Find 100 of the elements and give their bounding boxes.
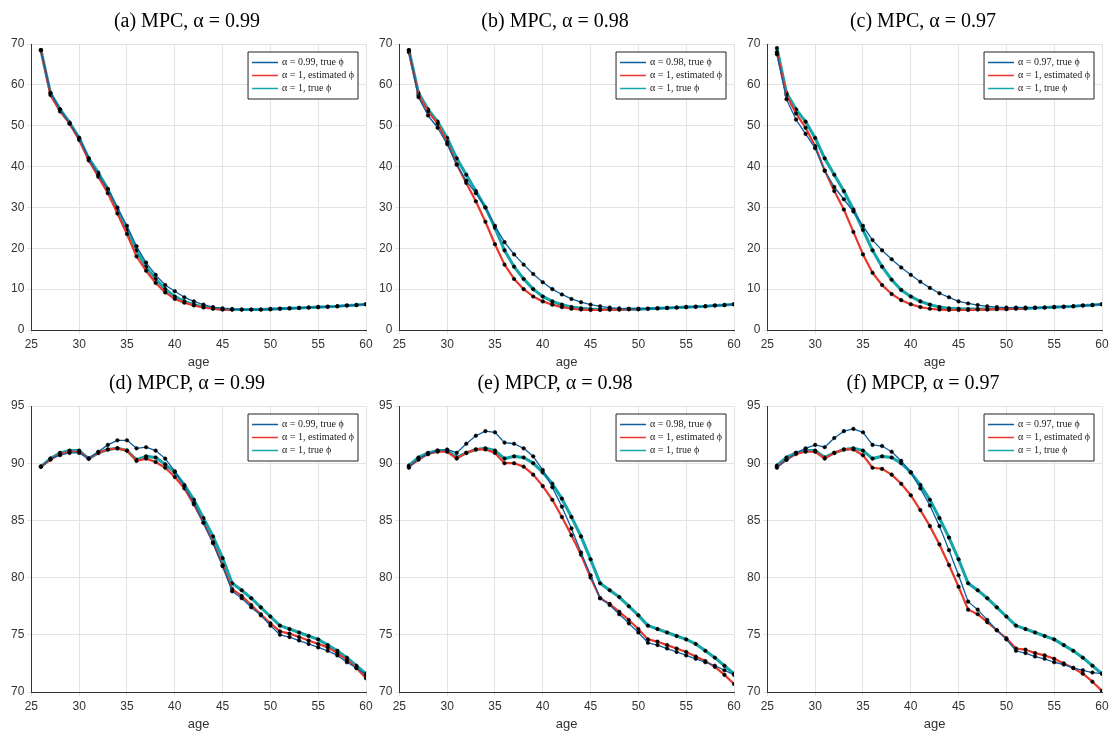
y-tick-label: 60 bbox=[10, 77, 25, 92]
x-tick-label: 25 bbox=[392, 698, 407, 713]
legend-label: α = 1, true ϕ bbox=[282, 444, 332, 456]
legend-label: α = 1, true ϕ bbox=[282, 82, 332, 94]
y-tick-label: 75 bbox=[746, 627, 761, 642]
y-tick-label: 30 bbox=[10, 199, 25, 214]
y-tick-label: 60 bbox=[378, 77, 393, 92]
y-tick-label: 80 bbox=[10, 569, 25, 584]
y-tick-label: 20 bbox=[10, 240, 25, 255]
x-axis-title: age bbox=[555, 353, 578, 369]
y-tick-label: 50 bbox=[378, 118, 393, 133]
legend-label: α = 1, estimated ϕ bbox=[1018, 69, 1091, 81]
x-tick-label: 40 bbox=[536, 336, 550, 351]
legend-label: α = 0.97, true ϕ bbox=[1018, 418, 1080, 430]
y-tick-label: 95 bbox=[378, 398, 393, 413]
x-tick-label: 40 bbox=[168, 336, 182, 351]
legend-label: α = 1, estimated ϕ bbox=[1018, 431, 1091, 443]
y-tick-label: 30 bbox=[746, 199, 761, 214]
y-tick-label: 70 bbox=[378, 36, 393, 51]
x-tick-label: 60 bbox=[727, 336, 741, 351]
legend-label: α = 0.99, true ϕ bbox=[282, 56, 344, 68]
y-tick-label: 75 bbox=[10, 627, 25, 642]
x-tick-label: 35 bbox=[120, 698, 134, 713]
x-axis-title: age bbox=[187, 353, 210, 369]
x-tick-label: 35 bbox=[120, 336, 134, 351]
y-tick-label: 50 bbox=[746, 118, 761, 133]
x-tick-label: 30 bbox=[72, 698, 87, 713]
legend-label: α = 0.97, true ϕ bbox=[1018, 56, 1080, 68]
x-tick-label: 50 bbox=[999, 698, 1014, 713]
x-axis-title: age bbox=[555, 715, 578, 731]
chart-title: (b) MPC, α = 0.98 bbox=[481, 9, 629, 33]
x-tick-label: 25 bbox=[24, 698, 39, 713]
chart-title: (d) MPCP, α = 0.99 bbox=[108, 371, 266, 395]
x-axis-title: age bbox=[923, 715, 946, 731]
y-tick-label: 40 bbox=[378, 158, 393, 173]
legend-label: α = 0.98, true ϕ bbox=[650, 56, 712, 68]
x-tick-label: 25 bbox=[392, 336, 407, 351]
x-tick-label: 40 bbox=[904, 698, 918, 713]
x-axis-title: age bbox=[187, 715, 210, 731]
legend-label: α = 1, estimated ϕ bbox=[282, 431, 355, 443]
x-tick-label: 50 bbox=[263, 336, 278, 351]
x-tick-label: 45 bbox=[583, 336, 598, 351]
x-tick-label: 50 bbox=[999, 336, 1014, 351]
y-tick-label: 10 bbox=[10, 281, 25, 296]
legend-label: α = 1, true ϕ bbox=[1018, 444, 1068, 456]
y-tick-label: 80 bbox=[378, 569, 393, 584]
x-tick-label: 30 bbox=[808, 336, 823, 351]
x-tick-label: 35 bbox=[488, 336, 502, 351]
y-tick-label: 75 bbox=[378, 627, 393, 642]
legend-label: α = 1, true ϕ bbox=[1018, 82, 1068, 94]
x-tick-label: 30 bbox=[440, 698, 455, 713]
x-tick-label: 60 bbox=[1095, 336, 1109, 351]
x-tick-label: 55 bbox=[311, 336, 326, 351]
y-tick-label: 95 bbox=[746, 398, 761, 413]
x-tick-label: 55 bbox=[311, 698, 326, 713]
y-tick-label: 70 bbox=[746, 36, 761, 51]
x-tick-label: 60 bbox=[359, 336, 373, 351]
y-tick-label: 70 bbox=[378, 684, 393, 699]
y-tick-label: 10 bbox=[746, 281, 761, 296]
x-tick-label: 60 bbox=[359, 698, 373, 713]
y-tick-label: 60 bbox=[746, 77, 761, 92]
y-tick-label: 70 bbox=[10, 684, 25, 699]
x-axis-title: age bbox=[923, 353, 946, 369]
x-tick-label: 50 bbox=[263, 698, 278, 713]
x-tick-label: 50 bbox=[631, 336, 646, 351]
chart-title: (c) MPC, α = 0.97 bbox=[849, 9, 997, 33]
x-tick-label: 40 bbox=[904, 336, 918, 351]
x-tick-label: 55 bbox=[679, 698, 694, 713]
y-tick-label: 30 bbox=[378, 199, 393, 214]
y-tick-label: 40 bbox=[746, 158, 761, 173]
x-tick-label: 35 bbox=[856, 336, 870, 351]
x-tick-label: 40 bbox=[536, 698, 550, 713]
x-tick-label: 45 bbox=[583, 698, 598, 713]
legend-label: α = 0.99, true ϕ bbox=[282, 418, 344, 430]
y-tick-label: 0 bbox=[17, 322, 25, 337]
y-tick-label: 90 bbox=[10, 455, 25, 470]
x-tick-label: 60 bbox=[727, 698, 741, 713]
legend-label: α = 1, estimated ϕ bbox=[650, 69, 723, 81]
x-tick-label: 60 bbox=[1095, 698, 1109, 713]
chart-title: (f) MPCP, α = 0.97 bbox=[846, 371, 1000, 395]
x-tick-label: 45 bbox=[215, 336, 230, 351]
y-tick-label: 10 bbox=[378, 281, 393, 296]
y-tick-label: 0 bbox=[753, 322, 761, 337]
x-tick-label: 45 bbox=[951, 698, 966, 713]
x-tick-label: 50 bbox=[631, 698, 646, 713]
y-tick-label: 85 bbox=[378, 512, 393, 527]
x-tick-label: 55 bbox=[1047, 336, 1062, 351]
y-tick-label: 90 bbox=[746, 455, 761, 470]
x-tick-label: 30 bbox=[72, 336, 87, 351]
y-tick-label: 85 bbox=[746, 512, 761, 527]
legend-label: α = 1, true ϕ bbox=[650, 82, 700, 94]
x-tick-label: 30 bbox=[808, 698, 823, 713]
x-tick-label: 35 bbox=[856, 698, 870, 713]
x-tick-label: 35 bbox=[488, 698, 502, 713]
y-tick-label: 20 bbox=[746, 240, 761, 255]
x-tick-label: 45 bbox=[951, 336, 966, 351]
x-tick-label: 25 bbox=[24, 336, 39, 351]
y-tick-label: 70 bbox=[746, 684, 761, 699]
y-tick-label: 20 bbox=[378, 240, 393, 255]
y-tick-label: 50 bbox=[10, 118, 25, 133]
